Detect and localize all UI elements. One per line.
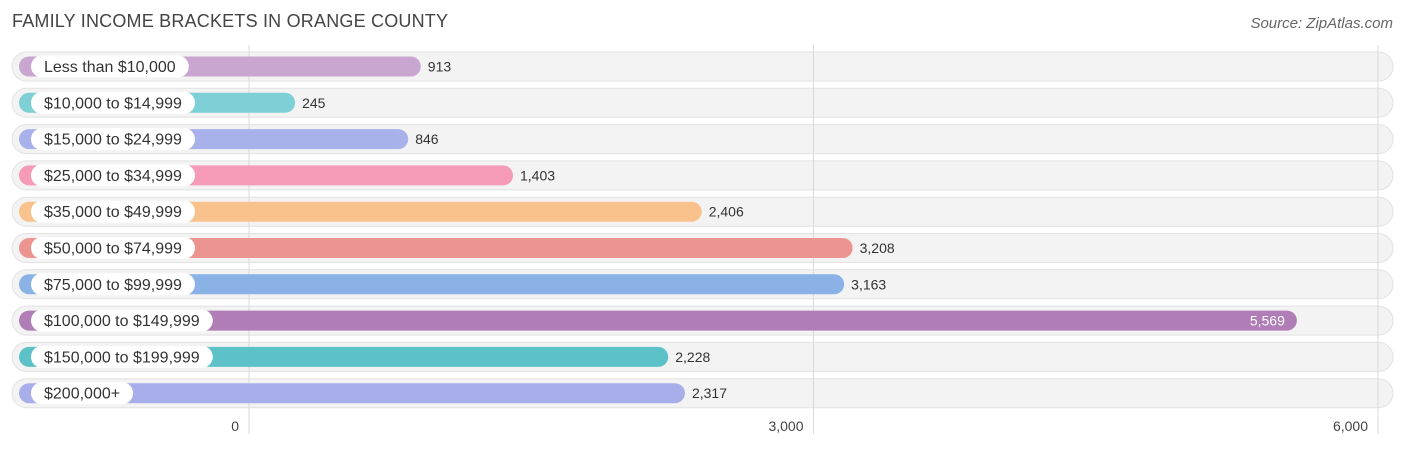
tick-label: 3,000 (768, 418, 803, 434)
category-label: $50,000 to $74,999 (44, 241, 182, 258)
row-track (11, 87, 1394, 118)
value-label: 245 (302, 95, 326, 111)
category-label-pill (31, 309, 213, 332)
category-label-pill (31, 345, 213, 368)
category-label: $15,000 to $24,999 (44, 132, 182, 149)
category-label: $10,000 to $14,999 (44, 95, 182, 112)
category-label: $100,000 to $149,999 (44, 313, 200, 330)
category-label-pill (31, 128, 196, 151)
category-label: $75,000 to $99,999 (44, 277, 182, 294)
category-label: $200,000+ (44, 386, 120, 403)
value-label: 2,228 (675, 349, 710, 365)
value-label: 3,163 (851, 276, 886, 292)
value-label: 3,208 (860, 240, 895, 256)
category-label: $35,000 to $49,999 (44, 204, 182, 221)
value-label: 846 (415, 131, 439, 147)
category-label: $150,000 to $199,999 (44, 349, 200, 366)
category-label-pill (31, 200, 196, 223)
chart-source: Source: ZipAtlas.com (1250, 15, 1393, 32)
category-label: $25,000 to $34,999 (44, 168, 182, 185)
bar (19, 383, 685, 404)
category-label: Less than $10,000 (44, 59, 176, 76)
category-label-pill (31, 91, 196, 114)
chart-title: FAMILY INCOME BRACKETS IN ORANGE COUNTY (12, 11, 449, 31)
bar (19, 310, 1297, 331)
bar (19, 238, 853, 258)
category-label-pill (31, 382, 134, 405)
category-label-pill (31, 164, 196, 187)
value-label: 2,406 (709, 204, 744, 220)
bar (19, 274, 845, 295)
value-label: 5,569 (1250, 313, 1285, 329)
category-label-pill (31, 55, 189, 78)
value-label: 2,317 (692, 385, 727, 401)
value-label: 1,403 (520, 167, 555, 183)
tick-label: 0 (231, 418, 239, 434)
category-label-pill (31, 237, 196, 259)
value-label: 913 (428, 59, 452, 75)
tick-label: 6,000 (1333, 418, 1368, 434)
category-label-pill (31, 273, 196, 296)
